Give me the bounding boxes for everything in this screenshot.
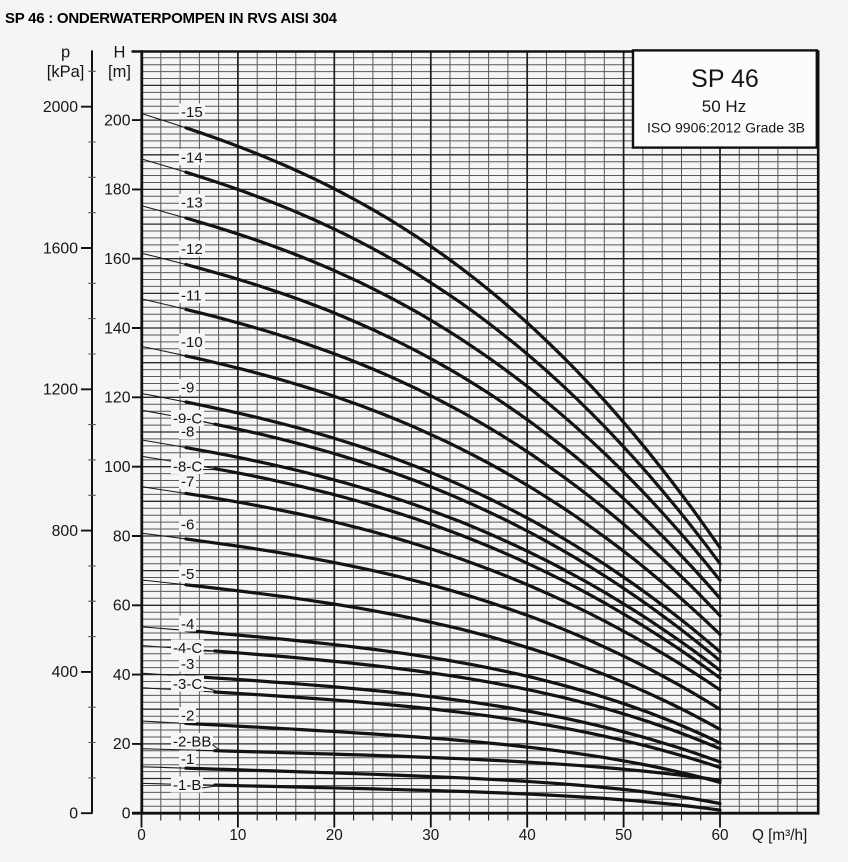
svg-text:10: 10 [229, 827, 246, 844]
svg-text:-15: -15 [181, 104, 203, 121]
svg-text:-1: -1 [181, 751, 194, 768]
svg-text:50 Hz: 50 Hz [702, 97, 746, 116]
svg-text:60: 60 [711, 827, 728, 844]
svg-text:[kPa]: [kPa] [47, 63, 85, 81]
svg-text:200: 200 [104, 112, 131, 129]
svg-text:-13: -13 [181, 194, 203, 211]
svg-text:30: 30 [422, 827, 439, 844]
svg-text:-7: -7 [181, 473, 194, 490]
svg-text:0: 0 [122, 806, 131, 823]
svg-text:H: H [114, 44, 126, 62]
svg-text:-3: -3 [181, 656, 194, 673]
svg-text:-3-C: -3-C [173, 676, 202, 693]
svg-text:-2-BB: -2-BB [173, 733, 211, 750]
svg-text:40: 40 [113, 667, 131, 684]
svg-text:140: 140 [104, 320, 131, 337]
svg-text:2000: 2000 [43, 99, 78, 116]
svg-text:-6: -6 [181, 516, 194, 533]
svg-text:0: 0 [137, 827, 146, 844]
svg-text:Q [m³/h]: Q [m³/h] [752, 827, 807, 844]
svg-text:ISO 9906:2012 Grade 3B: ISO 9906:2012 Grade 3B [647, 120, 805, 136]
svg-text:-9: -9 [181, 379, 194, 396]
svg-text:SP 46: SP 46 [691, 65, 759, 93]
svg-text:1600: 1600 [43, 240, 78, 257]
svg-text:-12: -12 [181, 241, 203, 258]
svg-text:50: 50 [615, 827, 632, 844]
svg-text:180: 180 [104, 182, 131, 199]
svg-text:20: 20 [113, 736, 131, 753]
svg-text:40: 40 [519, 827, 536, 844]
svg-text:-5: -5 [181, 566, 194, 583]
svg-text:-4: -4 [181, 616, 194, 633]
svg-text:120: 120 [104, 390, 131, 407]
svg-text:100: 100 [104, 459, 131, 476]
svg-text:80: 80 [113, 528, 131, 545]
svg-text:1200: 1200 [43, 382, 78, 399]
svg-text:20: 20 [326, 827, 343, 844]
svg-text:-2: -2 [181, 707, 194, 724]
svg-text:-11: -11 [181, 287, 202, 304]
svg-text:800: 800 [52, 523, 79, 540]
svg-text:400: 400 [52, 664, 79, 681]
svg-text:[m]: [m] [108, 63, 131, 81]
svg-text:p: p [61, 44, 70, 62]
svg-text:-1-B: -1-B [173, 777, 201, 794]
svg-text:-14: -14 [181, 149, 203, 166]
svg-text:160: 160 [104, 251, 131, 268]
svg-text:-8: -8 [181, 423, 194, 440]
svg-text:-4-C: -4-C [173, 640, 202, 657]
svg-text:-10: -10 [181, 334, 203, 351]
svg-text:0: 0 [69, 806, 78, 823]
svg-text:60: 60 [113, 598, 131, 615]
